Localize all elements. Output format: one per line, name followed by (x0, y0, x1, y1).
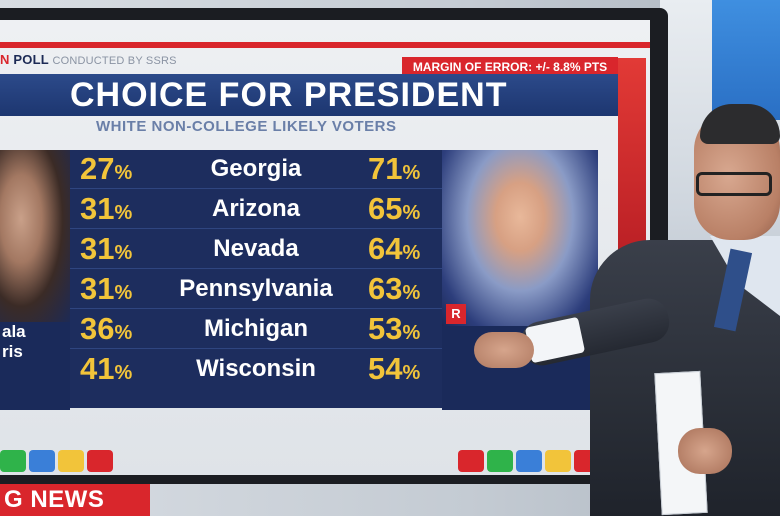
right-percent: 71% (368, 151, 421, 186)
state-name: Wisconsin (196, 355, 316, 382)
red-button[interactable] (458, 450, 484, 472)
poll-label-prefix: N (0, 52, 10, 67)
blue-button[interactable] (29, 450, 55, 472)
left-percent: 31% (80, 271, 133, 306)
yellow-button[interactable] (545, 450, 571, 472)
state-name: Michigan (203, 315, 308, 342)
header-stripe (0, 42, 650, 48)
left-color-buttons (0, 450, 113, 474)
right-color-buttons (458, 450, 600, 474)
state-name: Nevada (213, 235, 299, 262)
right-percent: 65% (368, 191, 421, 226)
left-percent: 41% (80, 351, 133, 386)
right-candidate-photo (442, 150, 598, 326)
table-row: 31% Pennsylvania 63% (70, 270, 442, 309)
party-badge: R (446, 304, 466, 324)
table-row: 31% Nevada 64% (70, 230, 442, 269)
left-percent: 27% (80, 151, 133, 186)
table-row: 41% Wisconsin 54% (70, 350, 442, 388)
right-percent: 63% (368, 271, 421, 306)
poll-label-suffix: CONDUCTED BY SSRS (52, 55, 177, 67)
table-row: 27% Georgia 71% (70, 150, 442, 189)
presenter-glasses (696, 172, 772, 196)
left-percent: 31% (80, 191, 133, 226)
state-name: Arizona (211, 195, 300, 222)
news-ticker: G NEWS (0, 484, 150, 516)
green-button[interactable] (0, 450, 26, 472)
left-candidate-name-line1: ala (2, 322, 26, 341)
presenter-left-hand (678, 428, 732, 474)
poll-label-main: POLL (13, 52, 49, 67)
left-candidate-name-line2: ris (2, 342, 23, 361)
right-percent: 53% (368, 311, 421, 346)
graphic-subtitle: WHITE NON-COLLEGE LIKELY VOTERS (96, 118, 397, 135)
right-percent: 64% (368, 231, 421, 266)
state-name: Pennsylvania (179, 275, 333, 302)
state-name: Georgia (210, 155, 302, 182)
left-percent: 36% (80, 311, 133, 346)
left-percent: 31% (80, 231, 133, 266)
table-row: 36% Michigan 53% (70, 310, 442, 349)
red-button[interactable] (87, 450, 113, 472)
presenter-hair (700, 104, 780, 144)
table-row: 31% Arizona 65% (70, 190, 442, 229)
title-bar (0, 74, 618, 116)
right-percent: 54% (368, 351, 421, 386)
presenter-pointing-hand (474, 332, 534, 368)
results-table: 27% Georgia 71% 31% Arizona 65% 31% Neva… (70, 150, 442, 408)
poll-label: N POLL CONDUCTED BY SSRS (0, 52, 177, 67)
blue-button[interactable] (516, 450, 542, 472)
green-button[interactable] (487, 450, 513, 472)
left-candidate-name: ala ris (0, 322, 70, 410)
graphic-title: CHOICE FOR PRESIDENT (70, 76, 508, 114)
left-candidate-photo (0, 150, 70, 322)
side-red-bar (618, 58, 646, 268)
margin-of-error-badge: MARGIN OF ERROR: +/- 8.8% PTS (402, 57, 618, 77)
blue-wall-panel (712, 0, 780, 120)
yellow-button[interactable] (58, 450, 84, 472)
